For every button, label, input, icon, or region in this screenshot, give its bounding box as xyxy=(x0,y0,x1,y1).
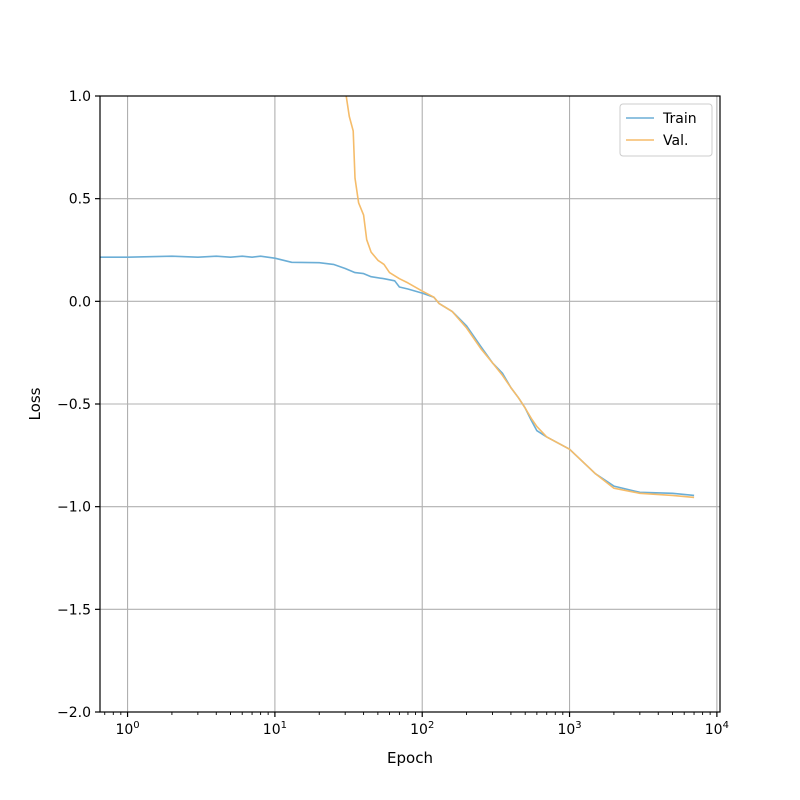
x-tick-label: 101 xyxy=(263,720,287,738)
series-line-train xyxy=(100,255,695,497)
legend-box xyxy=(619,103,713,157)
x-tick-label: 102 xyxy=(410,720,434,738)
y-tick-label: 1.0 xyxy=(69,89,91,105)
grid xyxy=(100,95,720,713)
x-tick-label: 100 xyxy=(115,720,139,738)
y-tick-label: −2.0 xyxy=(57,705,91,721)
y-tick-label: −1.5 xyxy=(57,602,91,618)
y-tick-label: 0.0 xyxy=(69,294,91,310)
x-tick-label: 103 xyxy=(557,720,581,738)
axes: 1.0 0.5 0.0 −0.5 −1.0 −1.5 −2.0 100 101 102 103 104 xyxy=(57,89,729,738)
plot-frame xyxy=(99,95,721,713)
series-lines xyxy=(100,96,695,499)
y-tick-label: −0.5 xyxy=(57,397,91,413)
y-axis-label: Loss xyxy=(26,387,44,420)
legend: Train Val. xyxy=(619,103,713,157)
x-axis-label: Epoch xyxy=(387,749,433,767)
x-tick-label: 104 xyxy=(705,720,729,738)
y-tick-label: 0.5 xyxy=(69,192,91,208)
series-line-val xyxy=(345,96,695,499)
y-tick-label: −1.0 xyxy=(57,500,91,516)
legend-label: Val. xyxy=(663,133,688,149)
legend-label: Train xyxy=(662,111,697,127)
